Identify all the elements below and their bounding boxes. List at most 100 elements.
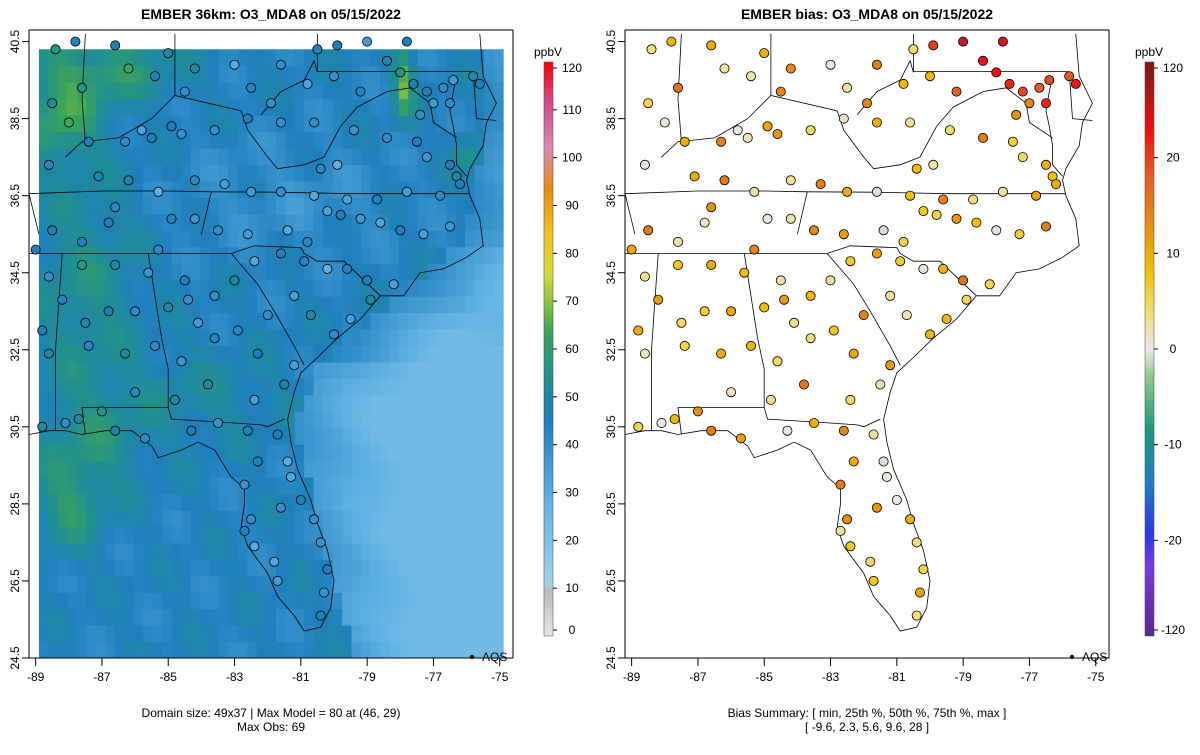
grid-cell	[237, 131, 248, 149]
grid-cell	[105, 312, 116, 330]
grid-cell	[474, 378, 485, 396]
grid-cell	[342, 213, 353, 231]
grid-cell	[133, 180, 144, 198]
grid-cell	[360, 312, 372, 330]
grid-cell	[48, 213, 59, 231]
bias-marker	[845, 394, 856, 405]
grid-cell	[332, 246, 343, 264]
grid-cell	[266, 312, 277, 330]
colorbar-tick-label: 120	[562, 61, 582, 75]
grid-cell	[190, 65, 201, 83]
grid-cell	[162, 98, 173, 116]
x-tick-label: -85	[756, 670, 774, 684]
grid-cell	[95, 147, 106, 166]
grid-cell	[152, 296, 163, 314]
site-marker	[63, 117, 74, 128]
grid-cell	[484, 296, 495, 314]
grid-cell	[332, 625, 343, 643]
bias-marker	[785, 175, 796, 186]
grid-cell	[143, 575, 154, 593]
grid-cell	[143, 559, 154, 577]
grid-cell	[57, 328, 68, 346]
y-tick-label: 28.5	[604, 492, 618, 516]
grid-cell	[285, 444, 296, 462]
grid-cell	[162, 147, 173, 166]
grid-cell	[48, 427, 59, 445]
grid-cell	[95, 460, 106, 478]
grid-cell	[67, 444, 78, 462]
site-marker	[275, 248, 286, 259]
grid-cell	[332, 444, 343, 462]
grid-cell	[446, 559, 457, 577]
site-marker	[219, 179, 230, 190]
grid-cell	[408, 493, 419, 511]
grid-cell	[76, 509, 87, 527]
bias-marker	[868, 429, 879, 440]
grid-cell	[294, 559, 305, 577]
grid-cell	[342, 65, 353, 83]
grid-cell	[379, 394, 390, 412]
grid-cell	[436, 328, 447, 346]
site-marker	[372, 194, 383, 205]
grid-cell	[76, 361, 87, 379]
grid-cell	[351, 394, 362, 412]
grid-cell	[436, 197, 447, 215]
grid-cell	[67, 49, 78, 67]
grid-cell	[493, 592, 504, 610]
site-marker	[130, 306, 141, 317]
grid-cell	[133, 361, 144, 379]
grid-cell	[408, 296, 419, 314]
bias-marker	[918, 564, 929, 575]
grid-cell	[162, 131, 173, 149]
grid-cell	[474, 493, 485, 511]
site-marker	[249, 541, 260, 552]
grid-cell	[228, 361, 239, 379]
grid-cell	[313, 98, 324, 116]
bias-marker	[971, 217, 982, 228]
grid-cell	[86, 312, 97, 330]
site-marker	[163, 302, 174, 313]
grid-cell	[86, 394, 97, 412]
grid-cell	[209, 625, 220, 643]
grid-cell	[162, 427, 173, 445]
grid-cell	[408, 49, 419, 67]
grid-cell	[304, 213, 315, 231]
grid-cell	[162, 526, 173, 544]
bias-marker	[815, 179, 826, 190]
grid-cell	[408, 115, 419, 133]
grid-cell	[332, 131, 343, 149]
grid-cell	[360, 493, 372, 511]
grid-cell	[427, 296, 438, 314]
grid-cell	[218, 444, 229, 462]
grid-cell	[266, 542, 277, 560]
grid-cell	[162, 477, 173, 495]
grid-cell	[199, 82, 211, 100]
grid-cell	[256, 526, 267, 544]
site-marker	[315, 163, 326, 174]
grid-cell	[57, 559, 68, 577]
grid-cell	[427, 328, 438, 346]
grid-cell	[124, 361, 135, 379]
grid-cell	[474, 608, 485, 626]
bias-marker	[643, 98, 654, 109]
grid-cell	[465, 197, 476, 215]
bias-marker	[1004, 78, 1015, 89]
grid-cell	[474, 164, 485, 182]
grid-cell	[379, 509, 390, 527]
grid-cell	[275, 279, 286, 297]
grid-cell	[171, 460, 182, 478]
grid-cell	[256, 641, 267, 658]
grid-cell	[199, 394, 211, 412]
grid-cell	[48, 279, 59, 297]
grid-cell	[124, 82, 135, 100]
y-tick-label: 36.5	[8, 184, 22, 208]
grid-cell	[266, 509, 277, 527]
grid-cell	[323, 115, 334, 133]
grid-cell	[389, 345, 400, 363]
grid-cell	[190, 246, 201, 264]
bias-marker	[772, 128, 783, 139]
grid-cell	[57, 164, 68, 182]
site-marker	[401, 186, 412, 197]
bias-marker	[805, 333, 816, 344]
grid-cell	[218, 411, 229, 429]
